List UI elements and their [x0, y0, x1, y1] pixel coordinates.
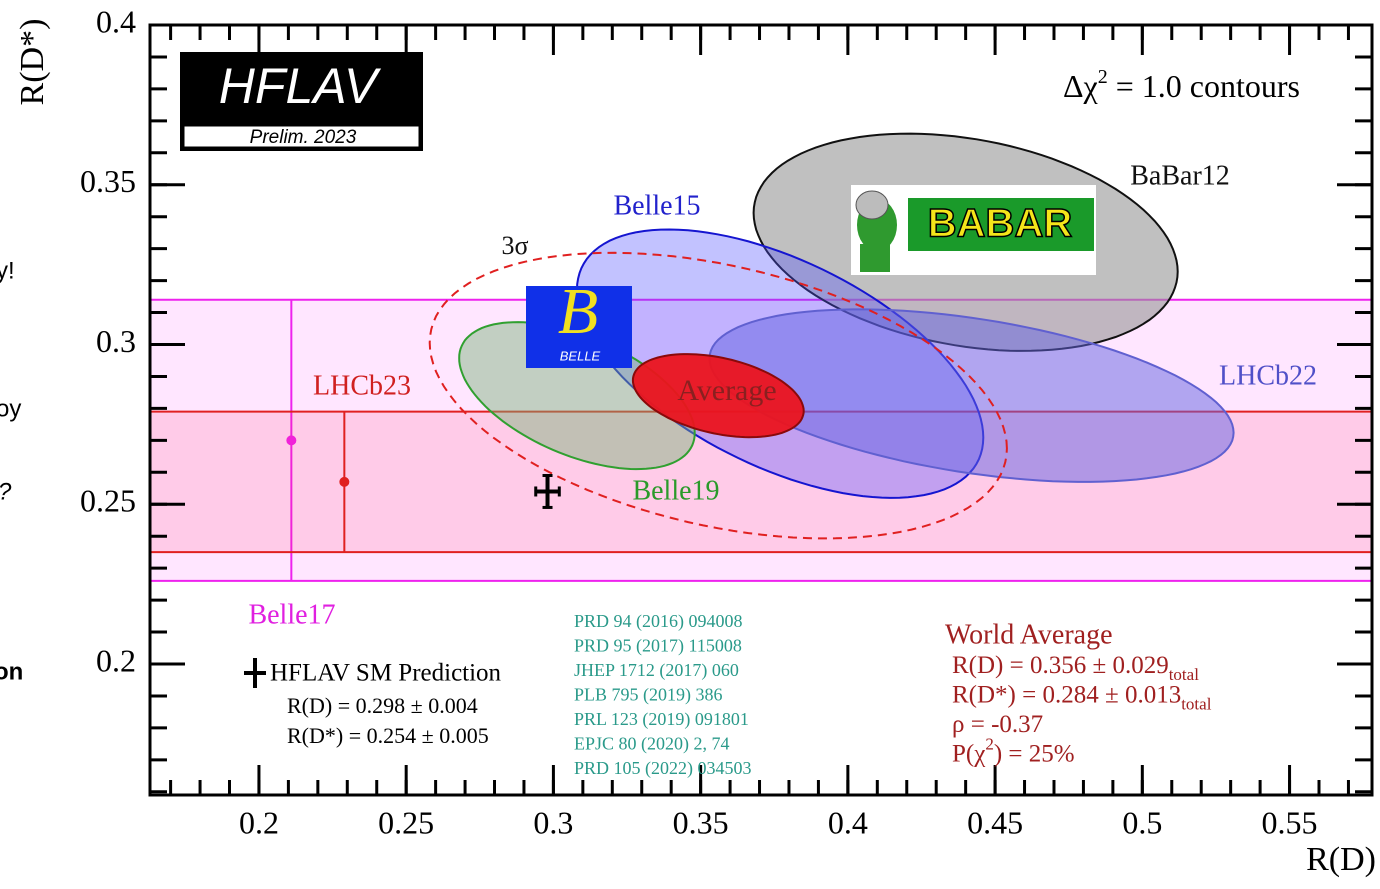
- x-axis-title: R(D): [1306, 841, 1376, 878]
- band-point: [286, 435, 297, 446]
- x-tick-label: 0.25: [378, 804, 434, 840]
- cropped-text: ?: [0, 478, 12, 505]
- wa-title: World Average: [945, 619, 1113, 650]
- wa-sup: 2: [985, 734, 994, 753]
- contour-label: 3σ: [501, 231, 528, 260]
- wa-text: R(D*) = 0.284 ± 0.013: [952, 681, 1181, 708]
- wa-line: ρ = -0.37: [952, 711, 1043, 738]
- contour-label: Average: [677, 374, 776, 407]
- contour-label: LHCb22: [1219, 360, 1317, 391]
- wa-text: ) = 25%: [994, 740, 1075, 767]
- axes: 0.2 0.25 0.3 0.35 0.4 0.45 0.5 0.55 0.2 0.25 0.3 0.…: [80, 3, 1372, 840]
- cropped-text: oy: [0, 395, 21, 422]
- wa-line: R(D) = 0.356 ± 0.029total: [952, 652, 1199, 684]
- x-tick-label: 0.4: [828, 804, 868, 840]
- reference: JHEP 1712 (2017) 060: [574, 660, 739, 681]
- contour: [631, 353, 805, 439]
- band-label: Belle17: [248, 599, 335, 630]
- x-tick-label: 0.3: [533, 804, 573, 840]
- belle-logo: B BELLE: [526, 275, 632, 368]
- belle-symbol: B: [558, 275, 598, 348]
- sm-line: R(D*) = 0.254 ± 0.005: [287, 723, 489, 748]
- contour: [458, 321, 696, 471]
- references: PRD 94 (2016) 094008 PRD 95 (2017) 115008…: [574, 611, 752, 779]
- wa-line: P(χ2) = 25%: [952, 734, 1075, 767]
- sm-title: HFLAV SM Prediction: [270, 660, 502, 687]
- note-sup: 2: [1098, 66, 1108, 88]
- contour-label: Belle15: [613, 190, 700, 221]
- x-tick-label: 0.45: [967, 804, 1023, 840]
- sm-line: R(D) = 0.298 ± 0.004: [287, 693, 478, 718]
- reference: EPJC 80 (2020) 2, 74: [574, 734, 730, 755]
- wa-sub: total: [1181, 694, 1211, 713]
- band-label: LHCb23: [313, 370, 411, 401]
- x-tick-label: 0.35: [673, 804, 729, 840]
- y-tick-label: 0.2: [96, 642, 136, 678]
- x-tick-label: 0.55: [1262, 804, 1318, 840]
- belle-text: BELLE: [560, 348, 601, 363]
- reference: PRL 123 (2019) 091801: [574, 709, 749, 730]
- logo-subtitle: Prelim. 2023: [250, 127, 357, 148]
- babar-logo: BABAR: [851, 185, 1096, 275]
- y-tick-label: 0.25: [80, 483, 136, 519]
- x-tick-label: 0.2: [239, 804, 279, 840]
- logo-band: [183, 125, 420, 148]
- logo-background: [526, 286, 632, 368]
- reference: PRD 105 (2022) 034503: [574, 758, 752, 779]
- wa-line: R(D*) = 0.284 ± 0.013total: [952, 681, 1212, 713]
- y-tick-label: 0.3: [96, 323, 136, 359]
- band-point: [339, 476, 350, 487]
- wa-text: ρ = -0.37: [952, 711, 1043, 738]
- contour-note: Δχ2 = 1.0 contours: [1063, 66, 1300, 105]
- reference: PRD 94 (2016) 094008: [574, 611, 743, 632]
- contour: [428, 251, 1008, 540]
- reference: PRD 95 (2017) 115008: [574, 636, 742, 657]
- y-tick-label: 0.35: [80, 163, 136, 199]
- note-text: = 1.0 contours: [1108, 68, 1300, 104]
- contour-label: Belle19: [632, 475, 719, 506]
- contour-label: BaBar12: [1130, 160, 1230, 191]
- note-text: Δχ: [1063, 68, 1099, 104]
- elephant-legs: [860, 244, 890, 272]
- babar-text: BABAR: [928, 202, 1073, 246]
- x-tick-label: 0.5: [1122, 804, 1162, 840]
- sm-legend-marker: [244, 658, 266, 688]
- y-tick-label: 0.4: [96, 3, 136, 39]
- wa-sub: total: [1169, 665, 1199, 684]
- cropped-text: y!: [0, 257, 15, 284]
- wa-text: P(χ: [952, 740, 985, 767]
- cropped-text: on: [0, 658, 23, 685]
- wa-text: R(D) = 0.356 ± 0.029: [952, 652, 1169, 679]
- logo-title: HFLAV: [219, 58, 382, 114]
- reference: PLB 795 (2019) 386: [574, 685, 723, 706]
- babar-band: [908, 198, 1094, 251]
- y-axis-title: R(D*): [14, 19, 51, 106]
- elephant-head: [855, 190, 889, 220]
